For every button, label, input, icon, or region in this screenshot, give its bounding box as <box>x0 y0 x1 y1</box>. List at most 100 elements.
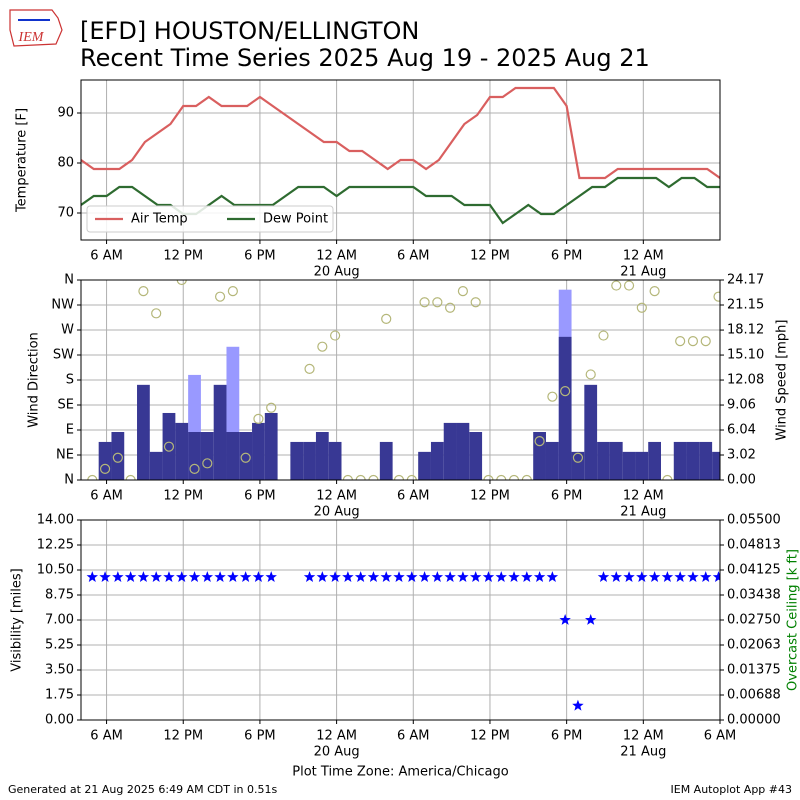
bar <box>379 441 393 480</box>
star <box>239 571 252 582</box>
point <box>700 336 711 347</box>
y-tick-label: 1.75 <box>45 688 74 703</box>
y2-tick-label: 9.06 <box>727 398 756 413</box>
star <box>367 571 380 582</box>
plot-area <box>81 86 720 225</box>
point <box>99 463 111 474</box>
x-axis-label: Plot Time Zone: America/Chicago <box>292 765 508 780</box>
legend-label: Air Temp <box>131 212 188 227</box>
x-tick-label: 6 PM <box>551 489 582 504</box>
bar <box>712 451 720 480</box>
point <box>585 369 596 380</box>
y-tick-label: N <box>64 273 74 288</box>
y-tick-label: 8.75 <box>45 588 74 603</box>
bar <box>200 432 214 480</box>
bar <box>699 441 713 480</box>
bar <box>686 441 700 480</box>
chart-subtitle: Recent Time Series 2025 Aug 19 - 2025 Au… <box>80 44 650 72</box>
point <box>138 286 149 297</box>
x-tick-label: 6 AM <box>90 249 123 264</box>
point <box>623 280 635 291</box>
y-tick-label: 14.00 <box>37 513 74 528</box>
y2-tick-label: 0.04813 <box>727 538 781 553</box>
bar <box>558 336 572 480</box>
y-tick-label: 0.00 <box>45 713 74 728</box>
x-tick-label: 6 AM <box>704 729 737 744</box>
bar <box>430 441 444 480</box>
bar <box>264 412 278 480</box>
chart-title: [EFD] HOUSTON/ELLINGTON <box>80 17 419 45</box>
point <box>649 286 660 297</box>
point <box>253 413 264 424</box>
y2-tick-label: 15.10 <box>727 348 764 363</box>
star <box>201 571 214 582</box>
star <box>508 571 520 582</box>
x-tick-label: 6 PM <box>551 249 582 264</box>
y-tick-label: N <box>64 473 74 488</box>
bar <box>188 432 201 480</box>
x-tick-label: 6 AM <box>90 489 123 504</box>
star <box>712 571 720 582</box>
star <box>303 571 316 582</box>
x-date-label: 20 Aug <box>314 745 360 760</box>
y-tick-label: NE <box>56 448 74 463</box>
x-tick-label: 6 AM <box>397 249 430 264</box>
star <box>150 571 162 582</box>
y2-tick-label: 0.04125 <box>727 563 781 578</box>
bar <box>545 441 559 480</box>
x-tick-label: 12 AM <box>316 489 357 504</box>
point <box>189 463 200 474</box>
point <box>406 474 417 480</box>
star <box>188 571 201 582</box>
x-tick-label: 12 AM <box>623 249 664 264</box>
point <box>266 402 277 413</box>
y2-tick-label: 0.03438 <box>727 588 781 603</box>
bar <box>571 451 585 480</box>
series-line <box>81 86 720 180</box>
x-tick-label: 6 AM <box>90 729 123 744</box>
y2-tick-label: 0.02750 <box>727 613 781 628</box>
star <box>418 571 431 582</box>
x-tick-label: 12 AM <box>623 489 664 504</box>
star <box>227 571 239 582</box>
logo-text: IEM <box>18 30 45 45</box>
star <box>674 571 686 582</box>
star <box>406 571 418 582</box>
y-tick-label: NW <box>51 298 74 313</box>
y-tick-label: 5.25 <box>45 638 74 653</box>
point <box>636 302 647 313</box>
star <box>329 571 341 582</box>
point <box>240 452 251 463</box>
bar <box>213 384 227 480</box>
plot-frame <box>80 79 721 241</box>
bar <box>328 441 342 480</box>
y-tick-label: 3.50 <box>45 663 74 678</box>
bar <box>149 451 163 480</box>
point <box>342 474 353 480</box>
star <box>214 571 226 582</box>
star <box>444 571 456 582</box>
point <box>176 280 187 286</box>
legend-box <box>86 205 334 233</box>
star <box>623 571 635 582</box>
point <box>393 474 405 480</box>
point <box>330 330 341 341</box>
point <box>317 341 328 352</box>
x-tick-label: 6 AM <box>397 729 430 744</box>
star <box>112 571 124 582</box>
star <box>342 571 354 582</box>
x-tick-label: 6 PM <box>244 249 275 264</box>
point <box>611 280 622 291</box>
x-tick-label: 6 PM <box>551 729 582 744</box>
footer-left: Generated at 21 Aug 2025 6:49 AM CDT in … <box>8 783 277 796</box>
point <box>304 363 315 374</box>
y-tick-label: W <box>61 323 74 338</box>
y-tick-label: 10.50 <box>37 563 74 578</box>
point <box>675 336 686 347</box>
bar <box>239 432 253 480</box>
y-tick-label: 12.25 <box>37 538 74 553</box>
x-tick-label: 6 AM <box>397 489 430 504</box>
plot-frame <box>80 279 721 481</box>
star <box>648 571 661 582</box>
